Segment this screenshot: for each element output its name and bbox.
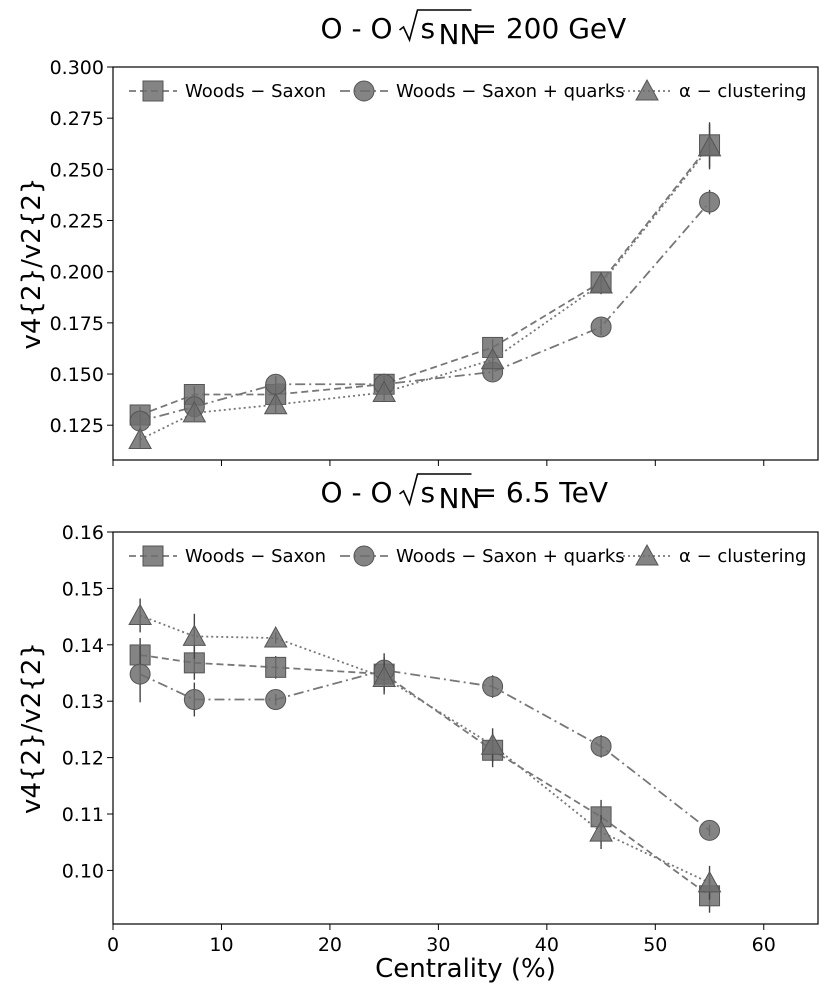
chart-title: O - O s NN= 200 GeV xyxy=(321,9,627,51)
y-tick-label: 0.150 xyxy=(50,364,104,386)
y-tick-label: 0.15 xyxy=(62,578,104,600)
y-tick-label: 0.200 xyxy=(50,262,104,284)
x-tick-label: 60 xyxy=(752,934,776,956)
legend-label: α − clustering xyxy=(679,81,806,102)
data-point xyxy=(263,392,288,415)
data-point xyxy=(372,665,396,688)
x-axis-title: Centrality (%) xyxy=(375,954,556,984)
plot-frame xyxy=(112,66,819,461)
data-point xyxy=(482,676,504,698)
x-tick-label: 20 xyxy=(318,934,342,956)
series-line xyxy=(139,201,711,422)
series-line xyxy=(139,144,711,416)
plot-frame xyxy=(112,531,819,925)
series-triangle xyxy=(128,598,722,900)
chart-panel-1: O - O s NN= 200 GeV 0.125 0.150 0.175 0.200 0.2… xyxy=(17,9,819,466)
series-square xyxy=(129,638,721,913)
data-point xyxy=(265,373,287,395)
data-point xyxy=(590,735,612,757)
legend-label: Woods − Saxon xyxy=(185,546,326,567)
data-point xyxy=(590,316,612,338)
data-point xyxy=(697,134,722,157)
legend-label: α − clustering xyxy=(679,546,806,567)
y-axis-title: v4{2}/v2{2} xyxy=(17,642,47,814)
legend-marker-square xyxy=(142,80,164,102)
data-point xyxy=(182,624,207,646)
title-sqrt-symbol: s xyxy=(421,476,436,509)
y-tick-label: 0.300 xyxy=(50,57,104,79)
legend-marker-triangle xyxy=(635,543,659,566)
x-tick-label: 40 xyxy=(535,934,559,956)
x-tick-label: 50 xyxy=(643,934,667,956)
data-point xyxy=(480,347,505,370)
legend-marker-circle xyxy=(353,545,375,567)
y-tick-label: 0.125 xyxy=(50,415,104,437)
data-point xyxy=(129,663,151,685)
series-triangle xyxy=(128,124,722,450)
data-point xyxy=(480,733,505,755)
y-tick-label: 0.12 xyxy=(62,748,104,770)
data-point xyxy=(128,427,152,450)
data-point xyxy=(697,870,722,893)
title-prefix: O - O xyxy=(321,476,393,509)
title-suffix: = 200 GeV xyxy=(474,12,627,45)
series-circle xyxy=(129,645,721,841)
y-tick-label: 0.250 xyxy=(50,159,104,181)
chart-panel-2: O - O s NN= 6.5 TeV 0 10 20 30 40 50 60 0.10 0.11 0.… xyxy=(17,473,819,984)
data-point xyxy=(372,380,396,402)
data-point xyxy=(265,689,287,711)
data-point xyxy=(699,191,721,213)
title-subscript: NN xyxy=(439,482,481,515)
legend-label: Woods − Saxon xyxy=(185,81,326,102)
data-point xyxy=(589,820,613,842)
title-subscript: NN xyxy=(439,18,481,51)
legend-label: Woods − Saxon + quarks xyxy=(396,81,625,102)
y-tick-label: 0.14 xyxy=(62,635,104,657)
legend-marker-circle xyxy=(353,80,375,102)
x-tick-label: 10 xyxy=(209,934,233,956)
title-prefix: O - O xyxy=(321,12,393,45)
series-line xyxy=(139,669,711,832)
legend: Woods − Saxon Woods − Saxon + quarks α − c… xyxy=(129,543,806,567)
data-point xyxy=(183,689,205,711)
legend-marker-triangle xyxy=(635,78,659,101)
legend-marker-square xyxy=(142,545,164,567)
y-tick-label: 0.13 xyxy=(62,691,104,713)
x-tick-label: 30 xyxy=(426,934,450,956)
y-tick-label: 0.275 xyxy=(50,108,104,130)
series-line xyxy=(139,654,711,897)
data-point xyxy=(265,656,287,678)
chart-title: O - O s NN= 6.5 TeV xyxy=(321,473,609,515)
legend-label: Woods − Saxon + quarks xyxy=(396,546,625,567)
legend: Woods − Saxon Woods − Saxon + quarks α − c… xyxy=(129,78,806,102)
data-point xyxy=(182,400,207,423)
y-axis-title: v4{2}/v2{2} xyxy=(17,178,47,350)
data-point xyxy=(128,603,152,625)
y-tick-label: 0.11 xyxy=(62,804,104,826)
x-tick-label: 0 xyxy=(107,934,119,956)
series-line xyxy=(139,146,711,441)
y-tick-label: 0.10 xyxy=(62,860,104,882)
y-tick-label: 0.225 xyxy=(50,211,104,233)
y-tick-label: 0.175 xyxy=(50,313,104,335)
data-point xyxy=(589,271,613,294)
title-sqrt-symbol: s xyxy=(421,12,436,45)
sqrt-sign xyxy=(399,9,472,43)
series-line xyxy=(139,614,710,884)
data-point xyxy=(263,625,288,648)
title-suffix: = 6.5 TeV xyxy=(474,476,609,509)
sqrt-sign xyxy=(399,473,472,507)
data-point xyxy=(699,819,721,841)
y-tick-label: 0.16 xyxy=(62,522,104,544)
